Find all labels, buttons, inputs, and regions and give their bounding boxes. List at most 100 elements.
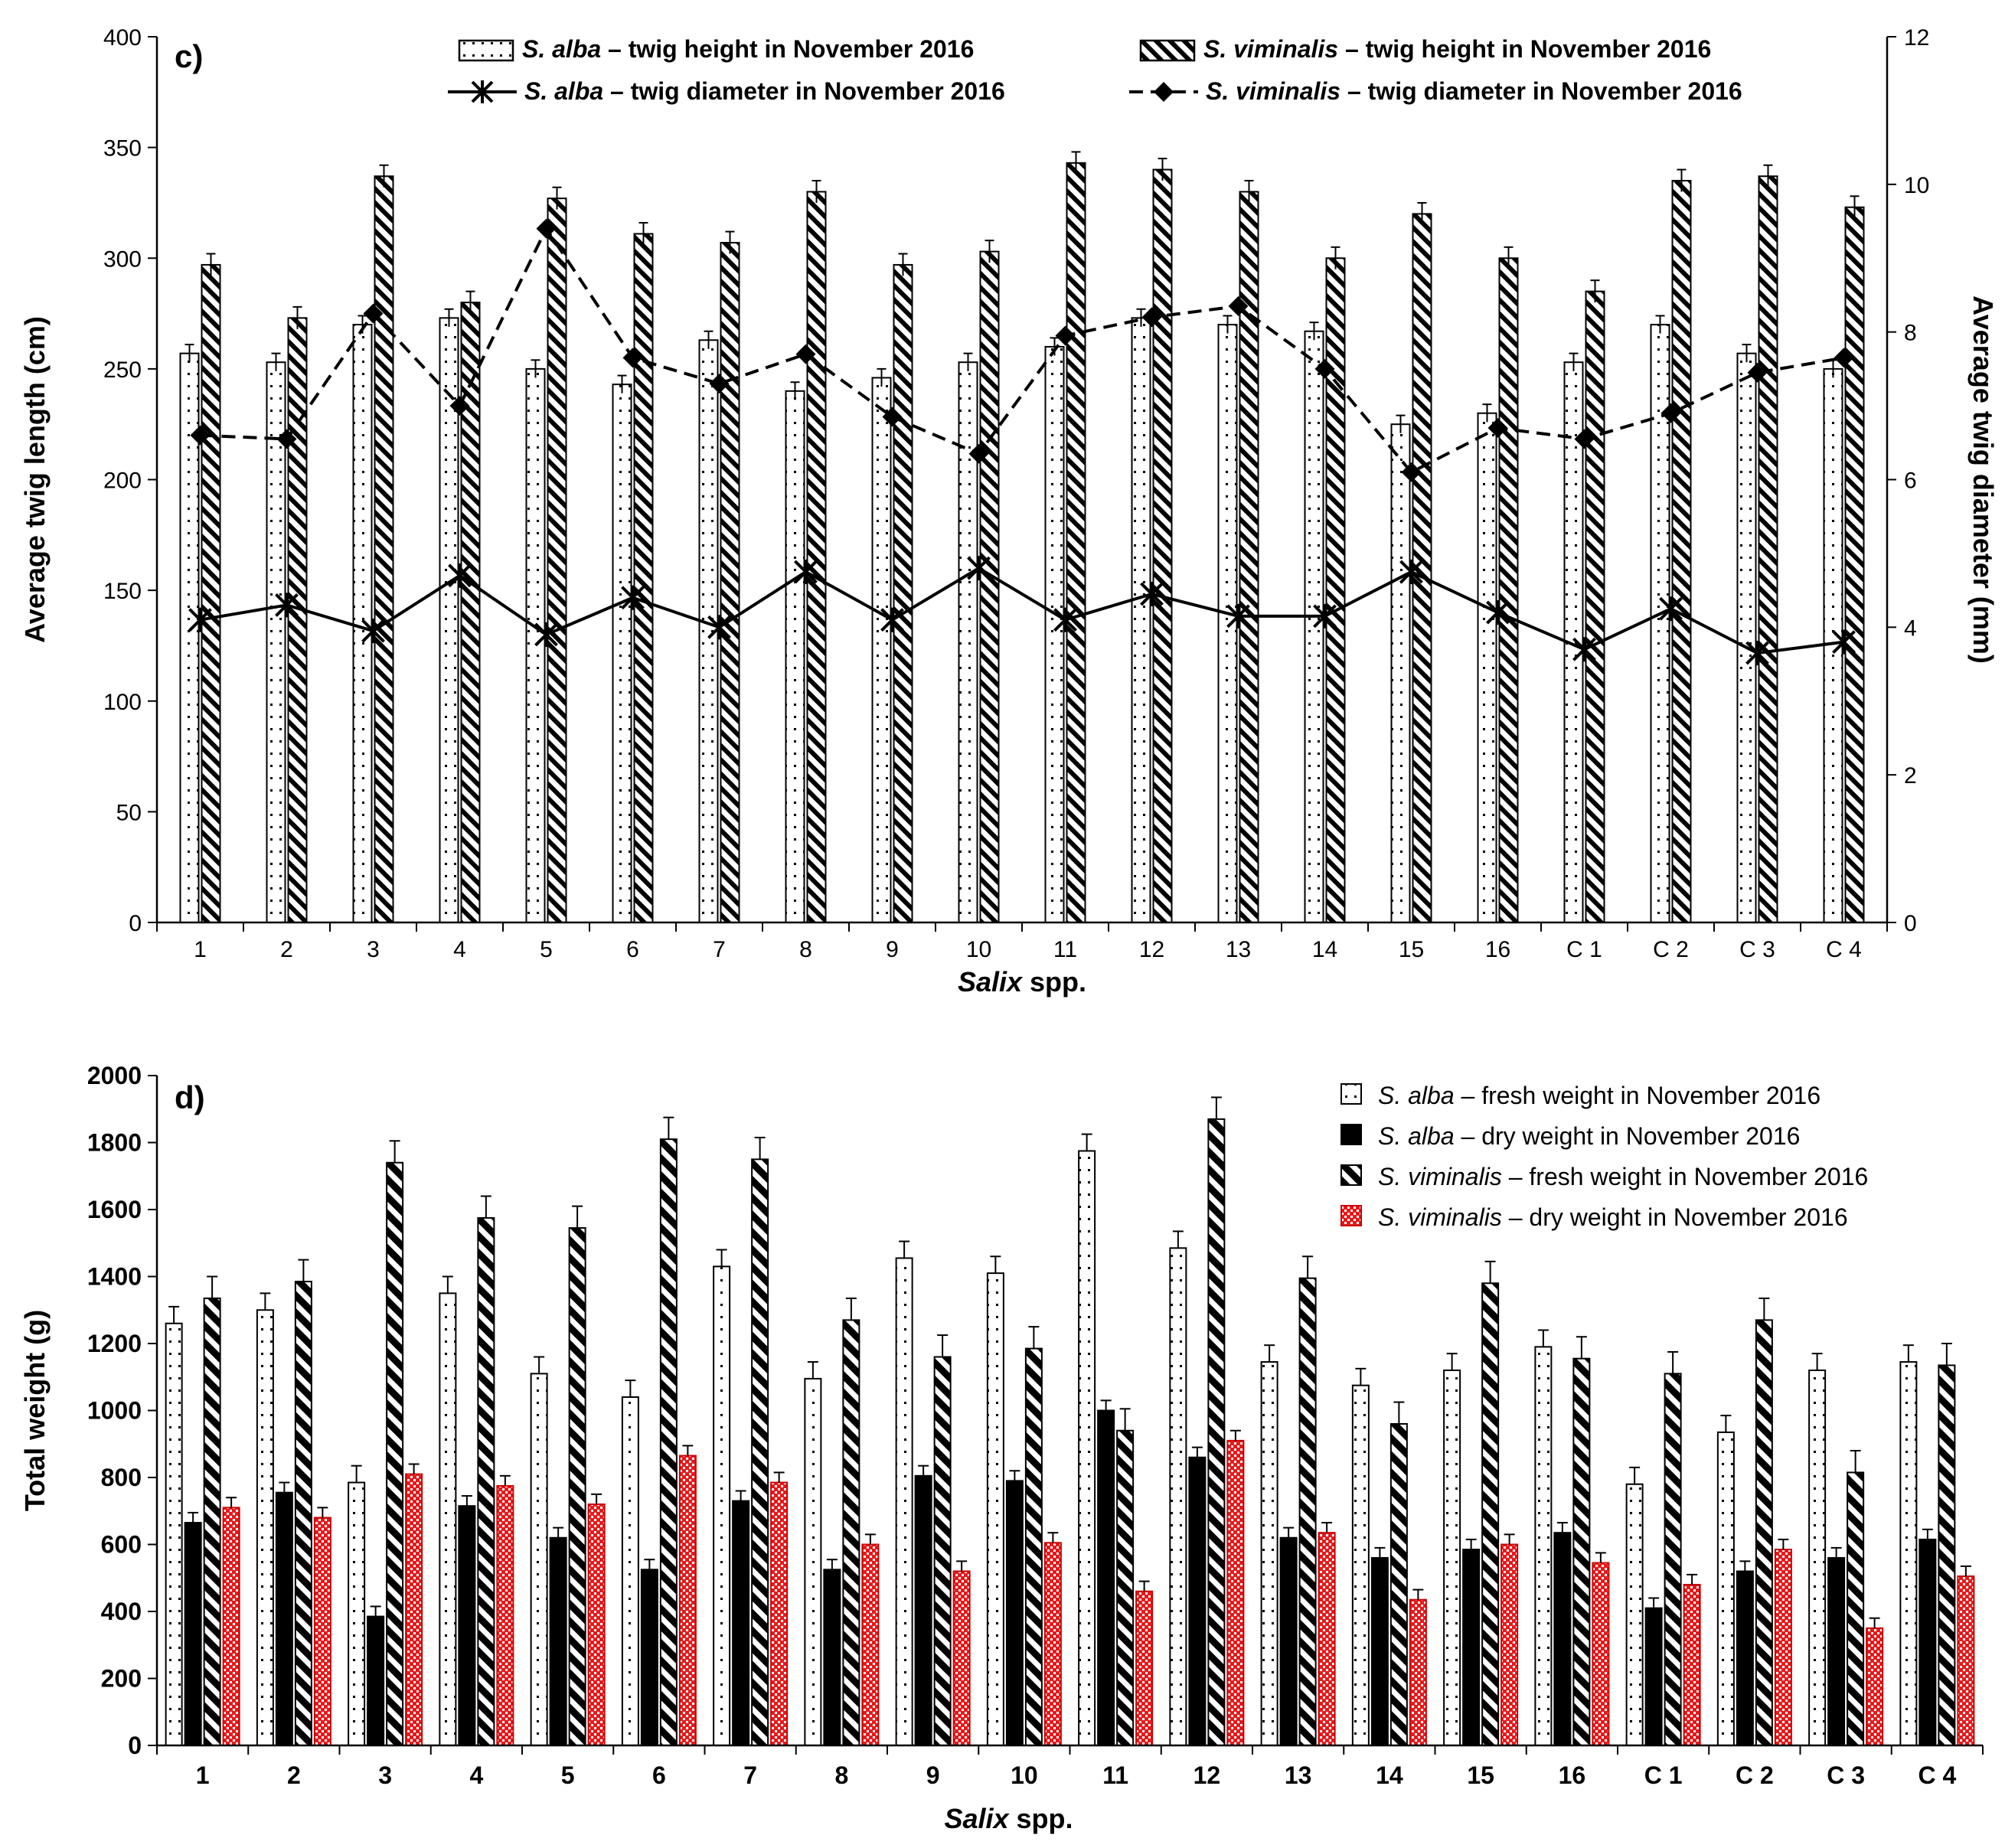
legend-label-0: S. alba – twig height in November 2016	[522, 35, 974, 63]
legend-swatch-s-alba-fresh-weight-in-november-2016	[1340, 1083, 1362, 1105]
y-tick-label: 2000	[87, 1062, 142, 1089]
bar-s-viminalis-fresh-weight-in-november-2016-5	[568, 1227, 586, 1746]
x-axis-title-italic: Salix	[944, 1803, 1010, 1834]
bar-s-viminalis-fresh-weight-in-november-2016-16	[1572, 1357, 1591, 1746]
marker-star-11	[1053, 607, 1077, 632]
legend-swatch-0	[458, 39, 514, 62]
y2-tick-label: 4	[1904, 615, 1917, 641]
x-tick-label-4: 4	[469, 1761, 483, 1789]
bar-s-viminalis-fresh-weight-in-november-2016-8	[842, 1319, 860, 1746]
x-tick-label-2: 2	[280, 937, 293, 962]
bar-s-viminalis-height-8	[806, 191, 827, 924]
x-tick-label-13: 13	[1226, 937, 1251, 962]
marker-star-c-3	[1745, 641, 1769, 666]
y2-tick-label: 8	[1904, 321, 1917, 346]
bar-s-alba-fresh-weight-in-november-2016-13	[1260, 1361, 1278, 1746]
bar-s-alba-dry-weight-in-november-2016-5	[549, 1536, 567, 1746]
legend-bar-swatch	[1139, 39, 1196, 62]
bar-s-alba-fresh-weight-in-november-2016-c-4	[1899, 1361, 1918, 1746]
x-tick-label-8: 8	[799, 937, 812, 962]
legend-label-0-rest: – twig height in November 2016	[601, 35, 974, 63]
y-tick-label: 400	[101, 1598, 142, 1625]
bar-s-alba-dry-weight-in-november-2016-c-3	[1827, 1557, 1846, 1746]
legend-label-0-italic: S. alba	[1378, 1082, 1455, 1109]
y-tick-label: 1000	[87, 1397, 142, 1425]
bar-s-alba-fresh-weight-in-november-2016-2	[256, 1309, 274, 1746]
bar-s-alba-fresh-weight-in-november-2016-12	[1169, 1247, 1187, 1746]
marker-diamond-c-4	[1834, 348, 1854, 368]
bar-s-alba-height-c-3	[1736, 352, 1757, 923]
legend-panel-d: S. alba – fresh weight in November 2016S…	[1340, 1082, 1868, 1231]
bar-s-viminalis-dry-weight-in-november-2016-5	[587, 1504, 606, 1746]
x-tick-label-16: 16	[1485, 937, 1510, 962]
y2-tick-label: 2	[1904, 763, 1917, 789]
x-axis-title: Salix spp.	[944, 1803, 1073, 1834]
y-tick-label: 400	[103, 25, 142, 51]
x-tick-label-10: 10	[966, 937, 991, 962]
legend-swatch-s-alba-dry-weight-in-november-2016	[1340, 1124, 1362, 1145]
bar-s-viminalis-fresh-weight-in-november-2016-2	[294, 1281, 312, 1746]
bar-s-alba-dry-weight-in-november-2016-1	[184, 1522, 202, 1746]
marker-diamond-4	[449, 396, 470, 416]
bar-s-viminalis-height-6	[633, 233, 654, 923]
bar-s-viminalis-dry-weight-in-november-2016-8	[861, 1543, 880, 1746]
x-tick-label-15: 15	[1399, 937, 1424, 962]
bar-s-viminalis-dry-weight-in-november-2016-c-2	[1774, 1549, 1792, 1746]
legend-label-3-rest: – dry weight in November 2016	[1502, 1203, 1848, 1231]
marker-star-8	[794, 560, 818, 585]
legend-label-1: S. viminalis – twig height in November 2…	[1203, 35, 1711, 63]
x-axis-title-italic: Salix	[958, 966, 1024, 997]
legend-label-0: S. alba – fresh weight in November 2016	[1378, 1082, 1821, 1109]
bar-s-viminalis-height-11	[1066, 162, 1086, 923]
marker-diamond-15	[1401, 462, 1422, 482]
marker-diamond-9	[882, 406, 903, 427]
marker-diamond-7	[709, 374, 730, 394]
bar-s-viminalis-dry-weight-in-november-2016-7	[770, 1481, 789, 1746]
y-tick-label: 800	[101, 1464, 142, 1491]
bar-s-viminalis-dry-weight-in-november-2016-11	[1135, 1590, 1154, 1746]
bar-s-viminalis-fresh-weight-in-november-2016-9	[933, 1356, 952, 1746]
marker-diamond-10	[968, 443, 989, 464]
bar-s-viminalis-fresh-weight-in-november-2016-10	[1024, 1347, 1043, 1746]
legend-swatch-3	[1129, 82, 1198, 102]
marker-diamond-1	[190, 425, 211, 446]
bar-s-viminalis-fresh-weight-in-november-2016-13	[1298, 1277, 1317, 1746]
y-tick-label: 200	[101, 1665, 142, 1693]
x-tick-label-6: 6	[626, 937, 639, 962]
marker-star-1	[188, 607, 212, 632]
bar-s-viminalis-dry-weight-in-november-2016-c-3	[1866, 1627, 1884, 1746]
bar-s-alba-fresh-weight-in-november-2016-16	[1534, 1346, 1553, 1746]
marker-diamond-13	[1228, 295, 1249, 316]
bar-s-alba-height-8	[785, 390, 805, 923]
bar-s-viminalis-dry-weight-in-november-2016-3	[405, 1473, 423, 1746]
bar-s-viminalis-height-7	[720, 242, 740, 923]
bar-s-viminalis-height-14	[1325, 257, 1346, 923]
bar-s-alba-dry-weight-in-november-2016-6	[640, 1569, 658, 1746]
marker-star-6	[621, 585, 645, 610]
bar-s-viminalis-fresh-weight-in-november-2016-11	[1116, 1429, 1135, 1746]
marker-star-c-2	[1659, 596, 1683, 622]
bar-s-viminalis-height-10	[979, 250, 1000, 923]
marker-diamond-2	[276, 429, 297, 449]
bar-s-viminalis-fresh-weight-in-november-2016-12	[1207, 1118, 1226, 1746]
x-tick-label-10: 10	[1011, 1761, 1038, 1789]
marker-star-9	[880, 607, 904, 632]
x-tick-label-c-2: C 2	[1653, 937, 1689, 962]
legend-label-1-italic: S. alba	[1378, 1122, 1455, 1150]
x-tick-label-8: 8	[834, 1761, 848, 1789]
bar-s-viminalis-dry-weight-in-november-2016-4	[496, 1484, 514, 1746]
bar-s-alba-dry-weight-in-november-2016-14	[1370, 1557, 1389, 1746]
marker-diamond-5	[536, 218, 557, 239]
bar-s-alba-dry-weight-in-november-2016-c-2	[1736, 1570, 1754, 1746]
y-tick-label: 150	[103, 579, 142, 604]
x-tick-label-1: 1	[194, 937, 207, 962]
x-tick-label-11: 11	[1102, 1761, 1128, 1789]
bar-s-alba-dry-weight-in-november-2016-16	[1553, 1532, 1572, 1746]
line-s-alba-diameter	[200, 566, 1844, 655]
marker-diamond-c-1	[1574, 429, 1595, 449]
bar-s-viminalis-fresh-weight-in-november-2016-c-3	[1847, 1471, 1865, 1746]
y-tick-label: 0	[128, 1732, 142, 1759]
bar-s-alba-height-13	[1217, 324, 1238, 923]
legend-label-1-rest: – twig height in November 2016	[1338, 35, 1711, 63]
